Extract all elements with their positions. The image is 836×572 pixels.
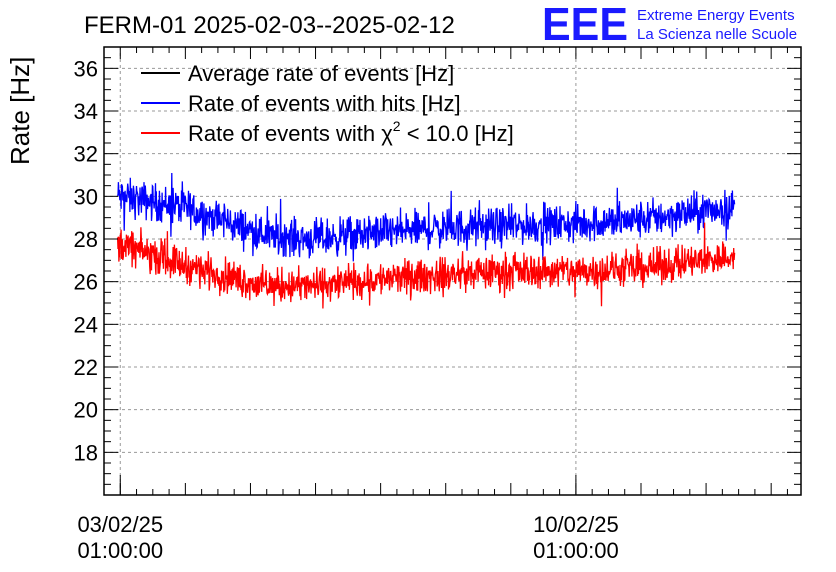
series-line-1 (116, 172, 736, 262)
y-tick-label: 34 (74, 99, 98, 124)
plot-frame (103, 46, 802, 496)
legend-label-2: Rate of events with χ2 < 10.0 [Hz] (188, 118, 514, 146)
eee-logo-line2: La Scienza nelle Scuole (637, 26, 797, 43)
eee-logo: EEE Extreme Energy Events La Scienza nel… (542, 0, 797, 50)
y-tick-label: 36 (74, 56, 98, 81)
grid-lines (104, 47, 801, 495)
plot-area (116, 172, 736, 309)
y-tick-label: 20 (74, 398, 98, 423)
legend-label-1: Rate of events with hits [Hz] (188, 91, 461, 116)
legend-label-0: Average rate of events [Hz] (188, 61, 454, 86)
y-tick-label: 30 (74, 184, 98, 209)
legend: Average rate of events [Hz] Rate of event… (141, 61, 514, 146)
y-tick-label: 26 (74, 270, 98, 295)
eee-logo-line1: Extreme Energy Events (637, 7, 795, 24)
y-axis-label: Rate [Hz] (5, 57, 35, 165)
y-tick-label: 18 (74, 440, 98, 465)
axes: 1820222426283032343603/02/2501:00:0010/0… (74, 46, 802, 563)
y-tick-label: 22 (74, 355, 98, 380)
chart-title: FERM-01 2025-02-03--2025-02-12 (84, 12, 455, 39)
y-tick-label: 24 (74, 312, 98, 337)
series-line-2 (116, 222, 736, 309)
x-tick-label-date: 03/02/25 (77, 512, 163, 537)
eee-logo-mark: EEE (542, 0, 628, 50)
x-tick-label-time: 01:00:00 (77, 538, 163, 563)
x-tick-label-date: 10/02/25 (533, 512, 619, 537)
y-tick-label: 28 (74, 227, 98, 252)
x-tick-label-time: 01:00:00 (533, 538, 619, 563)
y-tick-label: 32 (74, 142, 98, 167)
